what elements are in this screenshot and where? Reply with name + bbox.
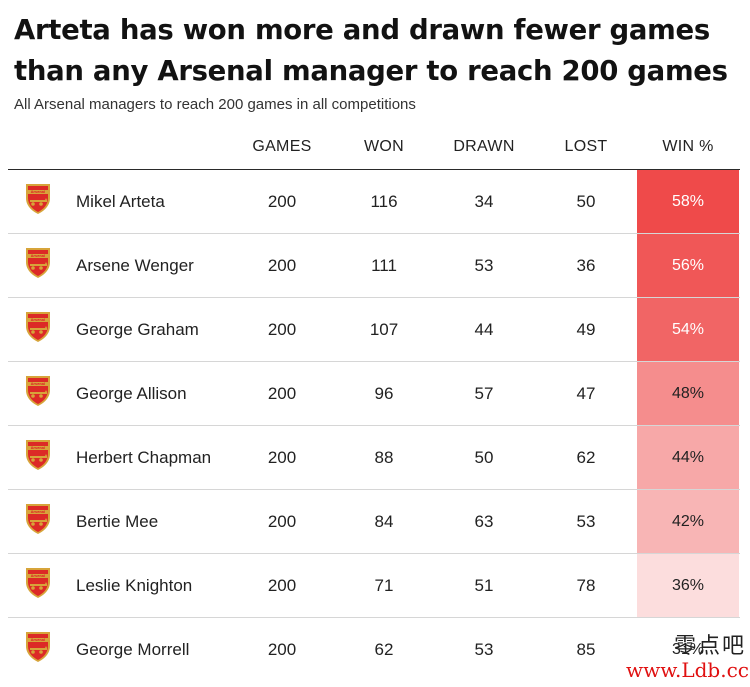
header-games: GAMES [252, 138, 312, 155]
games-value: 200 [267, 576, 297, 595]
arsenal-crest-icon: Arsenal [26, 248, 50, 278]
win-pct-value: 54% [637, 298, 739, 361]
drawn-value: 34 [474, 192, 494, 211]
won-value: 96 [374, 384, 394, 403]
manager-name: Leslie Knighton [76, 576, 193, 595]
arsenal-crest-icon: Arsenal [26, 632, 50, 662]
drawn-value: 57 [474, 384, 494, 403]
win-pct-value: 31% [637, 618, 739, 681]
table-row: Arsenal Leslie Knighton 200 71 51 78 36% [8, 554, 740, 618]
manager-name: Mikel Arteta [76, 192, 165, 211]
won-value: 84 [374, 512, 394, 531]
header-win-pct: WIN % [662, 138, 714, 155]
arsenal-crest-icon: Arsenal [26, 440, 50, 470]
drawn-value: 53 [474, 256, 494, 275]
crest-text: Arsenal [31, 446, 45, 450]
drawn-value: 63 [474, 512, 494, 531]
arsenal-crest-icon: Arsenal [26, 376, 50, 406]
lost-value: 36 [576, 256, 596, 275]
won-value: 88 [374, 448, 394, 467]
table-row: Arsenal George Graham 200 107 44 49 54% [8, 298, 740, 362]
watermark-line1: 零点吧 [673, 634, 746, 659]
drawn-value: 51 [474, 576, 494, 595]
win-pct-value: 42% [637, 490, 739, 553]
manager-name: Herbert Chapman [76, 448, 212, 467]
lost-value: 62 [576, 448, 596, 467]
table-row: Arsenal Mikel Arteta 200 116 34 50 58% [8, 170, 740, 234]
manager-name: George Graham [76, 320, 199, 339]
games-value: 200 [267, 320, 297, 339]
lost-value: 50 [576, 192, 596, 211]
won-value: 62 [374, 640, 394, 659]
arsenal-crest-icon: Arsenal [26, 504, 50, 534]
crest-text: Arsenal [31, 190, 45, 194]
arsenal-crest-icon: Arsenal [26, 312, 50, 342]
drawn-value: 50 [474, 448, 494, 467]
manager-name: Arsene Wenger [76, 256, 194, 275]
win-pct-value: 58% [637, 170, 739, 233]
won-value: 111 [371, 256, 397, 275]
chart-subtitle: All Arsenal managers to reach 200 games … [14, 96, 416, 113]
lost-value: 47 [576, 384, 596, 403]
lost-value: 78 [576, 576, 596, 595]
lost-value: 85 [576, 640, 596, 659]
managers-table: GAMES WON DRAWN LOST WIN % Arsenal Mikel … [8, 126, 740, 681]
table-row: Arsenal Arsene Wenger 200 111 53 36 56% [8, 234, 740, 298]
won-value: 116 [370, 192, 398, 211]
won-value: 107 [369, 320, 399, 339]
table-row: Arsenal George Allison 200 96 57 47 48% [8, 362, 740, 426]
crest-text: Arsenal [31, 382, 45, 386]
table-row: Arsenal George Morrell 200 62 53 85 31% [8, 618, 740, 681]
header-won: WON [363, 138, 404, 155]
lost-value: 49 [576, 320, 596, 339]
crest-text: Arsenal [31, 574, 45, 578]
arsenal-crest-icon: Arsenal [26, 568, 50, 598]
manager-name: Bertie Mee [76, 512, 159, 531]
watermark: 零点吧 www.Ldb.cc [626, 634, 749, 682]
lost-value: 53 [576, 512, 596, 531]
games-value: 200 [267, 448, 297, 467]
table-body: Arsenal Mikel Arteta 200 116 34 50 58% Arsenal A… [8, 170, 740, 681]
crest-text: Arsenal [31, 254, 45, 258]
chart-title: Arteta has won more and drawn fewer game… [14, 14, 728, 87]
won-value: 71 [374, 576, 394, 595]
manager-name: George Morrell [76, 640, 190, 659]
manager-name: George Allison [76, 384, 187, 403]
header-drawn: DRAWN [453, 138, 515, 155]
drawn-value: 53 [474, 640, 494, 659]
table-row: Arsenal Herbert Chapman 200 88 50 62 44% [8, 426, 740, 490]
win-pct-value: 56% [637, 234, 739, 297]
games-value: 200 [267, 640, 297, 659]
table-row: Arsenal Bertie Mee 200 84 63 53 42% [8, 490, 740, 554]
win-pct-value: 48% [637, 362, 739, 425]
crest-text: Arsenal [31, 318, 45, 322]
arsenal-crest-icon: Arsenal [26, 184, 50, 214]
games-value: 200 [267, 384, 297, 403]
games-value: 200 [267, 512, 297, 531]
games-value: 200 [267, 256, 297, 275]
games-value: 200 [267, 192, 297, 211]
win-pct-value: 44% [637, 426, 739, 489]
win-pct-value: 36% [637, 554, 739, 617]
watermark-line2: www.Ldb.cc [626, 658, 749, 682]
table-header: GAMES WON DRAWN LOST WIN % [8, 126, 740, 170]
crest-text: Arsenal [31, 638, 45, 642]
crest-text: Arsenal [31, 510, 45, 514]
drawn-value: 44 [474, 320, 494, 339]
header-lost: LOST [564, 138, 608, 155]
